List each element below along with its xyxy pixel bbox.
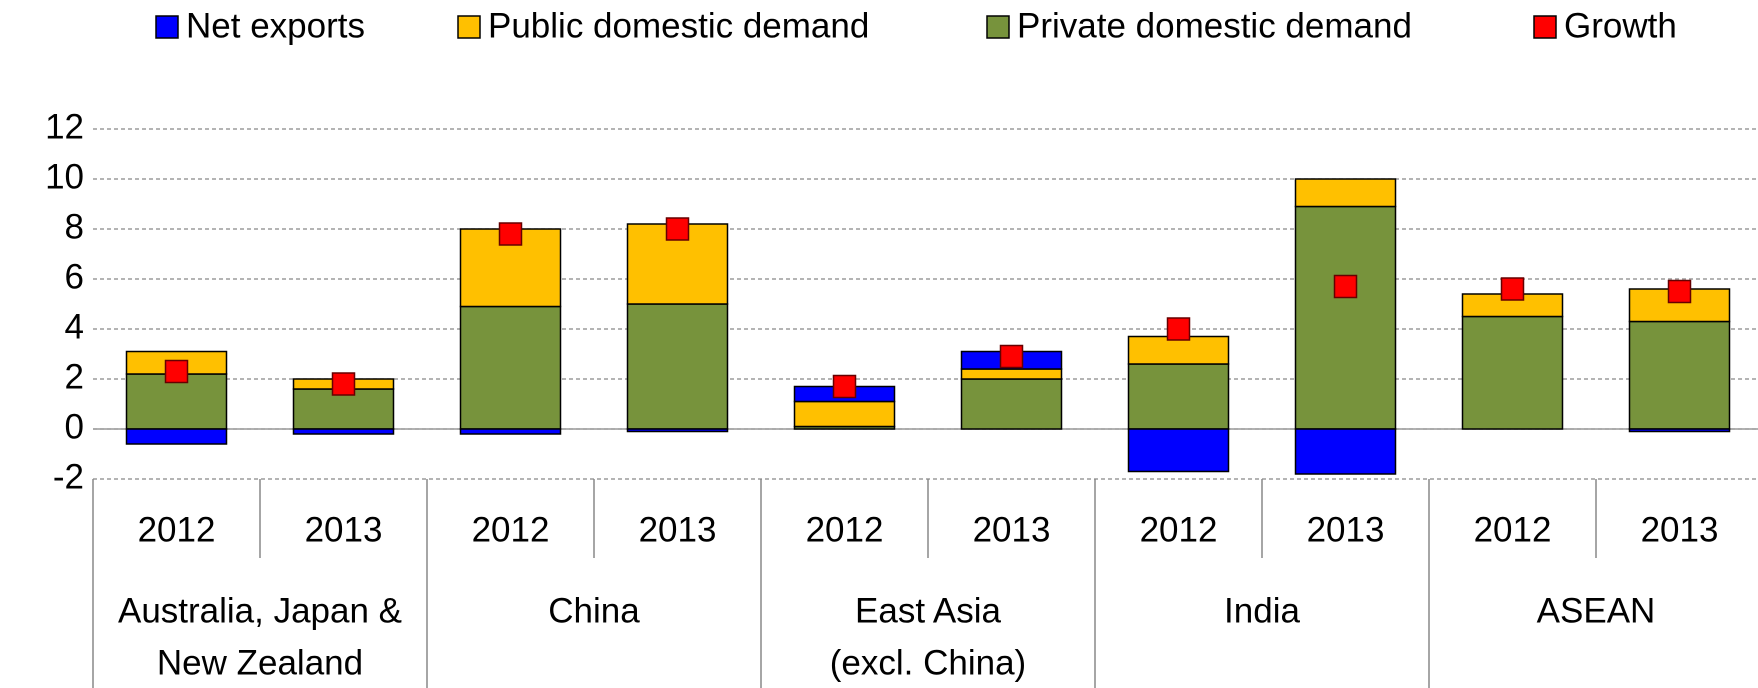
legend-swatch bbox=[155, 15, 179, 39]
growth-marker bbox=[1333, 274, 1358, 299]
bar-segment bbox=[960, 378, 1063, 430]
group-label: Australia, Japan & bbox=[118, 591, 402, 630]
group-label: (excl. China) bbox=[830, 643, 1026, 682]
group-label: New Zealand bbox=[157, 643, 363, 682]
y-tick-label: 12 bbox=[45, 107, 84, 146]
growth-marker bbox=[832, 374, 857, 399]
legend-label: Private domestic demand bbox=[1017, 6, 1412, 45]
bar-segment bbox=[960, 368, 1063, 380]
x-tick-label: 2012 bbox=[1474, 510, 1552, 549]
growth-marker bbox=[498, 222, 523, 246]
x-tick-label: 2013 bbox=[1307, 510, 1385, 549]
bar-segment bbox=[626, 303, 729, 430]
bar-segment bbox=[1127, 428, 1230, 473]
y-tick-label: 4 bbox=[65, 307, 84, 346]
legend-label: Net exports bbox=[186, 6, 365, 45]
bar-segment bbox=[1127, 335, 1230, 365]
x-tick-label: 2012 bbox=[472, 510, 550, 549]
y-tick-label: 8 bbox=[65, 207, 84, 246]
x-tick-label: 2013 bbox=[973, 510, 1051, 549]
group-label: ASEAN bbox=[1537, 591, 1656, 630]
y-tick-label: 6 bbox=[65, 257, 84, 296]
bar-segment bbox=[1294, 205, 1397, 430]
growth-marker bbox=[331, 372, 356, 396]
bar-segment bbox=[1294, 178, 1397, 208]
x-tick-label: 2013 bbox=[305, 510, 383, 549]
bar-segment bbox=[459, 305, 562, 430]
group-label: China bbox=[548, 591, 640, 630]
growth-marker bbox=[1166, 317, 1191, 341]
bar-segment bbox=[1628, 428, 1731, 433]
legend-label: Public domestic demand bbox=[488, 6, 869, 45]
x-tick-label: 2013 bbox=[1641, 510, 1719, 549]
growth-marker bbox=[1667, 279, 1692, 304]
legend-label: Growth bbox=[1564, 6, 1677, 45]
x-tick-label: 2012 bbox=[806, 510, 884, 549]
bar-segment bbox=[292, 428, 395, 435]
bar-segment bbox=[459, 428, 562, 435]
x-tick-label: 2012 bbox=[1140, 510, 1218, 549]
bar-segment bbox=[1628, 320, 1731, 430]
y-tick-label: 0 bbox=[65, 407, 84, 446]
bar-segment bbox=[793, 400, 896, 428]
y-tick-label: 10 bbox=[45, 157, 84, 196]
x-tick-label: 2012 bbox=[138, 510, 216, 549]
growth-marker bbox=[1500, 277, 1525, 301]
group-label: East Asia bbox=[855, 591, 1001, 630]
legend-swatch bbox=[457, 15, 481, 39]
y-tick-label: -2 bbox=[53, 457, 84, 496]
legend-swatch bbox=[986, 15, 1010, 39]
bar-segment bbox=[1294, 428, 1397, 475]
bar-segment bbox=[626, 428, 729, 433]
growth-marker bbox=[665, 217, 690, 241]
growth-marker bbox=[999, 344, 1024, 369]
group-label: India bbox=[1224, 591, 1300, 630]
bar-segment bbox=[1127, 363, 1230, 430]
x-tick-label: 2013 bbox=[639, 510, 717, 549]
bar-segment bbox=[125, 428, 228, 445]
growth-marker bbox=[164, 359, 189, 384]
bar-segment bbox=[1461, 315, 1564, 430]
legend-swatch bbox=[1533, 15, 1557, 39]
y-tick-label: 2 bbox=[65, 357, 84, 396]
